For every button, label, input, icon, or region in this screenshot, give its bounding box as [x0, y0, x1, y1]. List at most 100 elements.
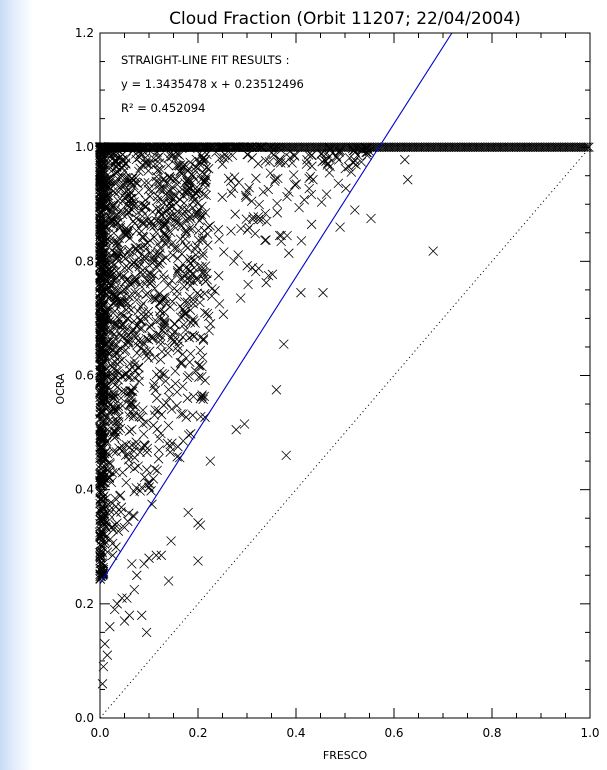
- data-point: [121, 274, 132, 285]
- data-point: [402, 174, 413, 185]
- data-point: [402, 142, 412, 152]
- data-point: [263, 270, 274, 281]
- data-point: [202, 142, 213, 152]
- data-point: [154, 184, 165, 195]
- data-point: [187, 169, 197, 179]
- data-point: [475, 142, 486, 152]
- data-point: [124, 610, 135, 621]
- data-point: [381, 142, 392, 152]
- data-point: [511, 142, 522, 152]
- data-point: [294, 202, 304, 213]
- data-point: [108, 426, 119, 437]
- data-point: [343, 161, 354, 172]
- data-point: [261, 277, 271, 288]
- data-point: [134, 370, 144, 380]
- data-point: [116, 184, 127, 194]
- data-point: [185, 348, 196, 359]
- data-point: [379, 142, 390, 152]
- data-point: [111, 144, 122, 155]
- data-point: [132, 142, 142, 152]
- data-point: [443, 142, 453, 152]
- data-point: [123, 207, 133, 218]
- data-point: [153, 454, 164, 464]
- x-tick-label: 0.4: [286, 726, 305, 740]
- data-point: [97, 404, 108, 415]
- data-point: [242, 261, 252, 271]
- data-point: [421, 142, 431, 152]
- data-point: [197, 352, 208, 363]
- data-point: [306, 219, 317, 230]
- data-point: [111, 292, 121, 302]
- data-point: [346, 167, 357, 177]
- data-point: [109, 390, 119, 401]
- data-point: [506, 142, 517, 152]
- data-point: [321, 156, 331, 166]
- data-point: [97, 679, 108, 689]
- data-point: [123, 274, 133, 284]
- data-point: [155, 354, 166, 365]
- data-point: [171, 152, 181, 162]
- data-point: [110, 357, 120, 367]
- x-tick-label: 0.0: [90, 726, 109, 740]
- data-point: [104, 303, 115, 313]
- data-point: [116, 151, 126, 162]
- data-point: [195, 345, 206, 356]
- data-point: [161, 252, 171, 263]
- data-point: [210, 286, 220, 296]
- data-point: [123, 516, 133, 527]
- data-point: [207, 284, 217, 294]
- data-point: [186, 254, 196, 264]
- data-point: [138, 419, 148, 429]
- data-point: [185, 305, 196, 315]
- data-point: [198, 189, 209, 200]
- data-point: [175, 194, 185, 205]
- data-point: [505, 142, 515, 152]
- data-point: [238, 142, 249, 152]
- data-point: [419, 142, 429, 152]
- data-point: [398, 142, 409, 152]
- data-point: [172, 345, 183, 356]
- data-point: [143, 184, 154, 195]
- data-point: [182, 372, 193, 383]
- data-point: [247, 142, 258, 152]
- data-point: [164, 172, 174, 183]
- data-point: [184, 291, 195, 302]
- data-point: [227, 150, 238, 161]
- data-point: [134, 411, 145, 422]
- data-point: [148, 382, 159, 392]
- data-point: [131, 173, 141, 183]
- data-point: [192, 142, 202, 153]
- data-point: [131, 333, 141, 343]
- data-point: [204, 325, 214, 336]
- data-point: [159, 274, 169, 284]
- data-point: [133, 289, 144, 299]
- data-point: [108, 446, 119, 457]
- data-point: [366, 213, 376, 224]
- data-point: [301, 159, 312, 169]
- data-point: [231, 142, 242, 152]
- data-point: [156, 209, 166, 220]
- data-point: [487, 142, 498, 152]
- data-point: [205, 456, 216, 466]
- data-point: [433, 142, 443, 152]
- data-point: [197, 391, 207, 402]
- data-point: [241, 192, 251, 203]
- data-point: [123, 336, 133, 346]
- data-point: [163, 384, 174, 395]
- data-point: [242, 149, 252, 160]
- data-point: [376, 142, 387, 152]
- data-point: [400, 142, 411, 152]
- data-point: [113, 195, 123, 206]
- data-point: [159, 369, 170, 380]
- data-point: [175, 274, 186, 284]
- data-point: [108, 393, 118, 403]
- data-point: [233, 250, 243, 260]
- data-point: [112, 518, 122, 528]
- data-point: [230, 209, 240, 219]
- data-point: [170, 366, 180, 376]
- data-point: [479, 142, 489, 152]
- data-point: [361, 147, 371, 158]
- data-point: [566, 142, 577, 152]
- data-point: [313, 142, 323, 152]
- data-point: [167, 202, 177, 212]
